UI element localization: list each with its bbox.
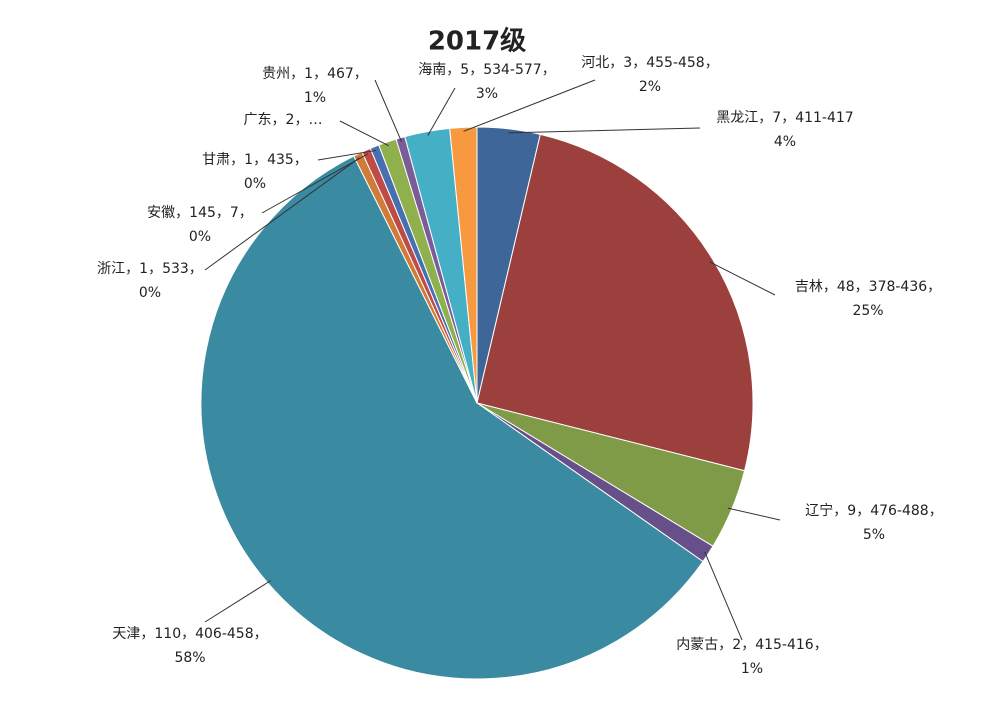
chart-title: 2017级 xyxy=(428,26,526,57)
data-label: 天津，110，406-458， xyxy=(112,626,267,642)
leader-line xyxy=(704,551,743,641)
data-label: 3% xyxy=(476,86,498,102)
leader-line xyxy=(427,87,456,136)
data-label: 1% xyxy=(304,90,326,106)
leader-line xyxy=(709,261,776,296)
pie-slice xyxy=(476,133,754,472)
data-label: 河北，3，455-458， xyxy=(581,55,718,71)
leader-line xyxy=(204,157,360,271)
data-label: 辽宁，9，476-488， xyxy=(805,502,942,519)
leader-line xyxy=(261,153,368,214)
pie-slice xyxy=(449,126,478,404)
leader-line xyxy=(508,127,701,134)
data-label: 0% xyxy=(189,229,211,245)
pie-slice xyxy=(200,155,704,680)
data-label: 海南，5，534-577， xyxy=(418,62,555,78)
data-label: 25% xyxy=(852,303,883,319)
data-label: 0% xyxy=(139,285,161,301)
leader-line xyxy=(204,580,272,623)
data-label: 安徽，145，7， xyxy=(147,205,253,221)
data-label: 吉林，48，378-436， xyxy=(795,279,941,295)
data-label: 5% xyxy=(863,527,885,543)
data-label: 1% xyxy=(741,661,763,677)
leader-line xyxy=(463,79,596,132)
data-label: 0% xyxy=(244,176,266,192)
data-label: 贵州，1，467， xyxy=(262,66,368,82)
leader-line xyxy=(317,149,377,161)
data-label: 浙江，1，533， xyxy=(97,261,203,277)
data-label: 2% xyxy=(639,79,661,95)
data-label: 58% xyxy=(174,650,205,666)
data-label: 甘肃，1，435， xyxy=(202,152,308,168)
data-label: 广东，2，… xyxy=(244,112,323,128)
leader-line xyxy=(374,79,403,142)
data-label: 4% xyxy=(774,134,796,150)
leader-line xyxy=(339,120,389,147)
data-label: 内蒙古，2，415-416， xyxy=(676,637,827,653)
leader-line xyxy=(727,507,781,521)
data-label: 黑龙江，7，411-417 xyxy=(716,110,853,126)
